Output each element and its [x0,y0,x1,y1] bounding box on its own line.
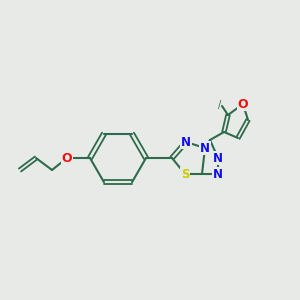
Text: S: S [181,167,189,181]
Text: N: N [200,142,210,154]
Text: /: / [218,100,222,110]
Text: O: O [238,98,248,110]
Text: O: O [62,152,72,164]
Text: N: N [181,136,191,148]
Text: N: N [213,167,223,181]
Text: N: N [213,152,223,164]
